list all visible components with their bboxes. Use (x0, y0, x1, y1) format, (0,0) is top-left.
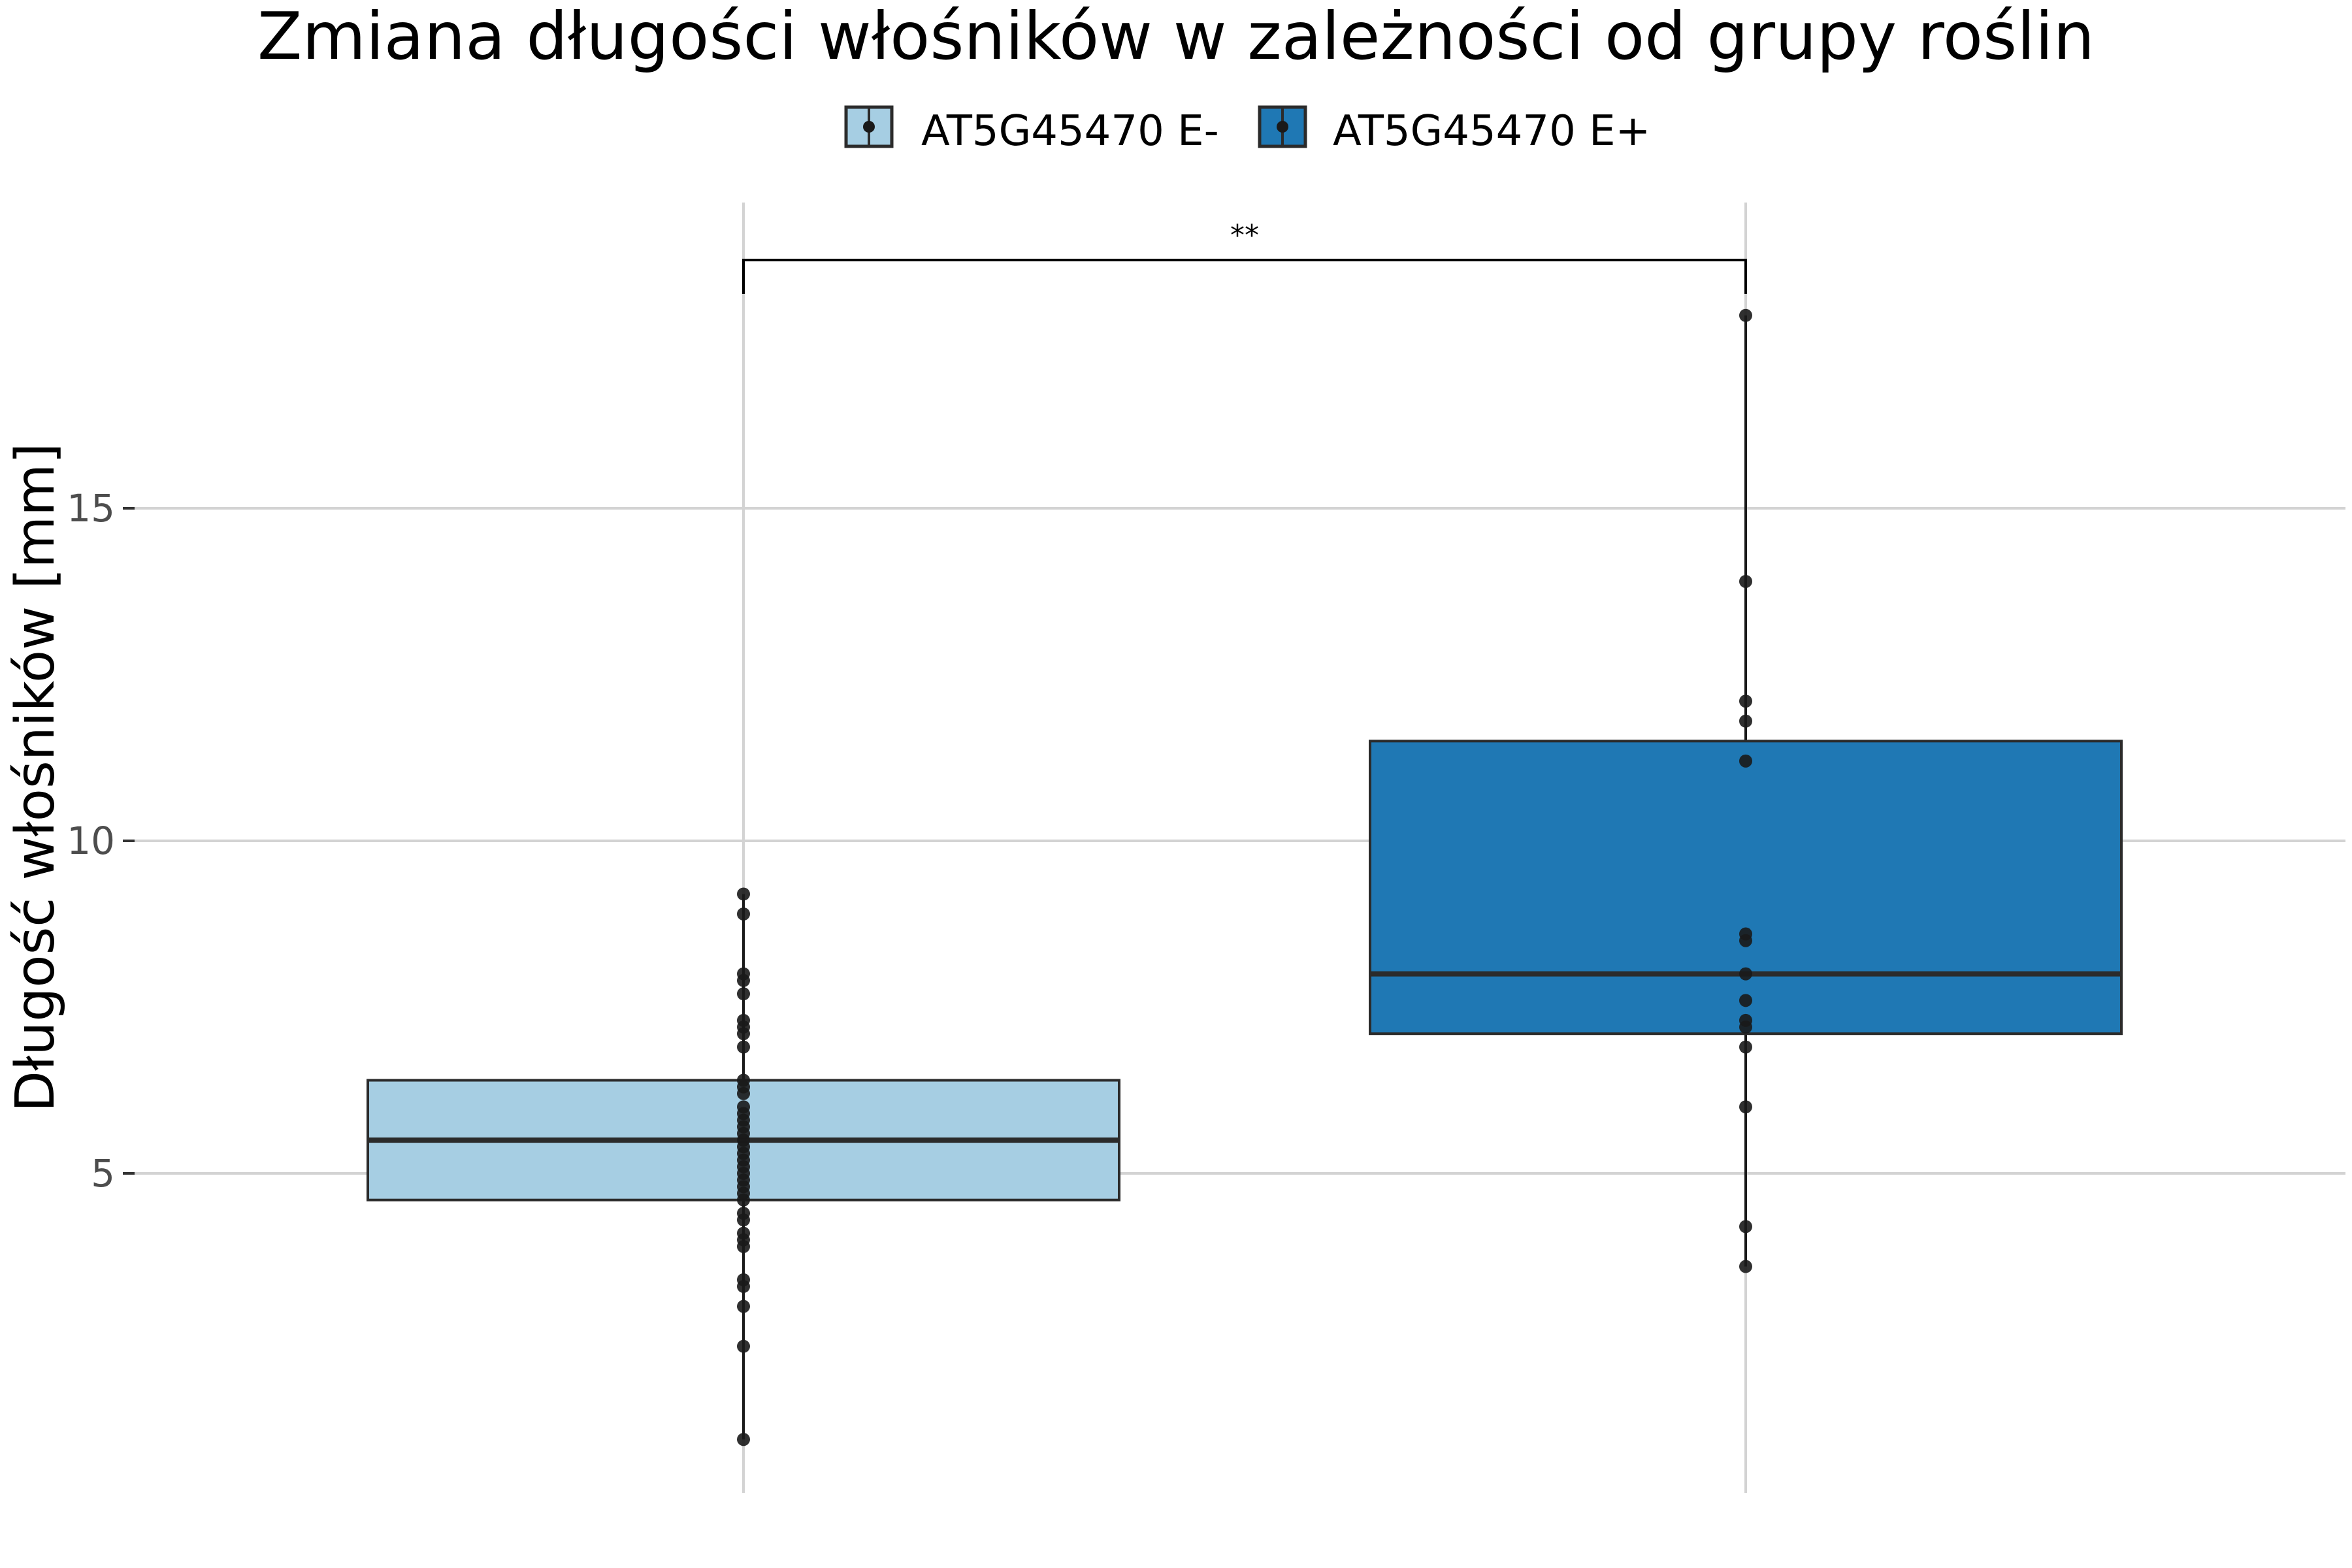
y-axis-label: Długość włośników [mm] (5, 443, 67, 1112)
legend-item-e-minus: AT5G45470 E- (844, 105, 1219, 155)
data-point-1-1 (737, 887, 750, 901)
data-point-2-7 (1739, 934, 1752, 947)
data-point-2-1 (1739, 308, 1752, 322)
data-point-1-9 (737, 1040, 750, 1054)
data-point-1-27 (737, 1193, 750, 1207)
data-point-1-12 (737, 1086, 750, 1100)
legend-item-e-plus: AT5G45470 E+ (1258, 105, 1650, 155)
data-point-1-5 (737, 987, 750, 1001)
y-tick-label-10: 10 (67, 819, 115, 863)
chart-title: Zmiana długości włośników w zależności o… (257, 0, 2095, 74)
y-tick-label-15: 15 (67, 486, 115, 531)
data-point-1-35 (737, 1299, 750, 1313)
data-point-2-3 (1739, 694, 1752, 708)
legend-label-e-plus: AT5G45470 E+ (1333, 107, 1650, 155)
box-2 (1369, 740, 2123, 1036)
data-point-2-14 (1739, 1220, 1752, 1233)
data-point-1-4 (737, 973, 750, 987)
plot-area: 5 10 15 ** (67, 203, 2345, 1493)
data-point-1-29 (737, 1213, 750, 1227)
data-point-2-11 (1739, 1021, 1752, 1034)
legend: AT5G45470 E- AT5G45470 E+ (844, 105, 1650, 155)
data-point-1-32 (737, 1239, 750, 1253)
data-point-2-12 (1739, 1040, 1752, 1054)
data-point-1-8 (737, 1027, 750, 1041)
significance-bracket (742, 259, 1747, 294)
data-point-2-5 (1739, 754, 1752, 768)
data-point-2-9 (1739, 994, 1752, 1007)
data-point-1-2 (737, 907, 750, 921)
data-point-2-15 (1739, 1260, 1752, 1273)
data-point-2-13 (1739, 1100, 1752, 1114)
y-tick-label-5: 5 (91, 1151, 115, 1196)
data-point-1-36 (737, 1339, 750, 1353)
data-point-1-37 (737, 1433, 750, 1446)
data-point-2-2 (1739, 574, 1752, 588)
data-point-2-4 (1739, 714, 1752, 728)
significance-label: ** (1230, 219, 1259, 252)
legend-label-e-minus: AT5G45470 E- (921, 107, 1219, 155)
data-point-2-8 (1739, 967, 1752, 981)
data-point-1-34 (737, 1280, 750, 1294)
